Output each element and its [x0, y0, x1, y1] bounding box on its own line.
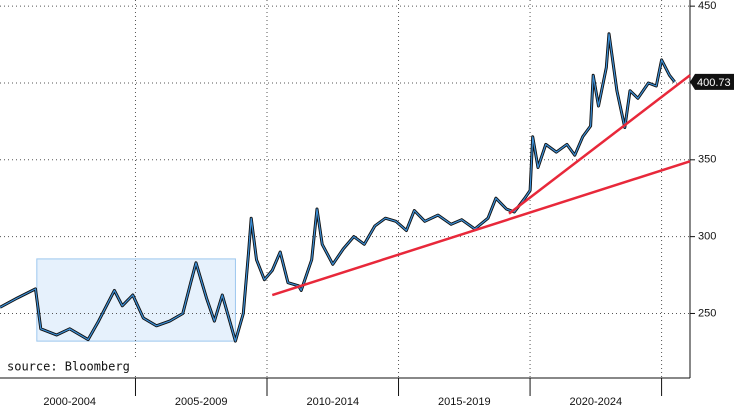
x-period-label: 2005-2009: [175, 396, 228, 408]
y-tick-label: 350: [698, 154, 716, 166]
x-period-label: 2010-2014: [306, 396, 359, 408]
x-period-label: 2015-2019: [438, 396, 491, 408]
source-note: source: Bloomberg: [7, 360, 130, 374]
x-period-label: 2020-2024: [570, 396, 623, 408]
y-tick-label: 250: [698, 307, 716, 319]
y-tick-label: 450: [698, 0, 716, 12]
x-period-label: 2000-2004: [43, 396, 96, 408]
source-bg: [3, 357, 145, 375]
trend-line: [271, 160, 691, 297]
last-value-label: 400.73: [697, 77, 731, 89]
y-tick-label: 300: [698, 231, 716, 243]
series-line: [0, 33, 676, 342]
last-value-box: [690, 73, 734, 90]
trend-line: [508, 74, 691, 215]
